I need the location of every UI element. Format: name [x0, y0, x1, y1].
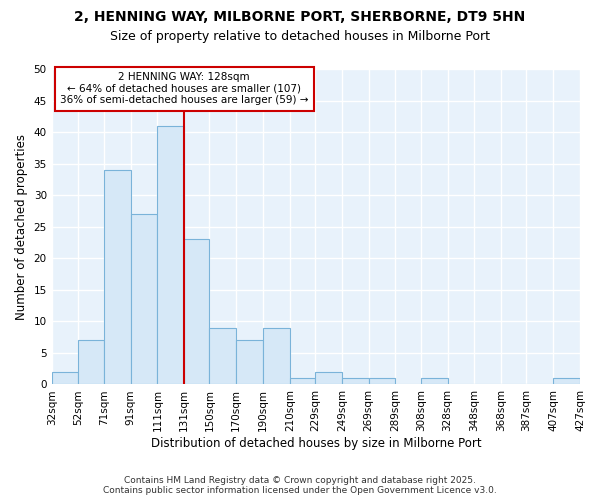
Bar: [52, 372, 79, 384]
Bar: [209, 328, 236, 384]
Text: 2 HENNING WAY: 128sqm
← 64% of detached houses are smaller (107)
36% of semi-det: 2 HENNING WAY: 128sqm ← 64% of detached …: [60, 72, 308, 106]
Bar: [104, 170, 131, 384]
Bar: [263, 328, 290, 384]
Text: Contains HM Land Registry data © Crown copyright and database right 2025.
Contai: Contains HM Land Registry data © Crown c…: [103, 476, 497, 495]
Text: 2, HENNING WAY, MILBORNE PORT, SHERBORNE, DT9 5HN: 2, HENNING WAY, MILBORNE PORT, SHERBORNE…: [74, 10, 526, 24]
Bar: [79, 340, 104, 384]
Bar: [553, 378, 580, 384]
Bar: [184, 240, 209, 384]
X-axis label: Distribution of detached houses by size in Milborne Port: Distribution of detached houses by size …: [151, 437, 481, 450]
Bar: [368, 378, 395, 384]
Bar: [157, 126, 184, 384]
Bar: [236, 340, 263, 384]
Bar: [421, 378, 448, 384]
Bar: [290, 378, 315, 384]
Bar: [315, 372, 342, 384]
Bar: [131, 214, 157, 384]
Bar: [342, 378, 368, 384]
Y-axis label: Number of detached properties: Number of detached properties: [15, 134, 28, 320]
Text: Size of property relative to detached houses in Milborne Port: Size of property relative to detached ho…: [110, 30, 490, 43]
